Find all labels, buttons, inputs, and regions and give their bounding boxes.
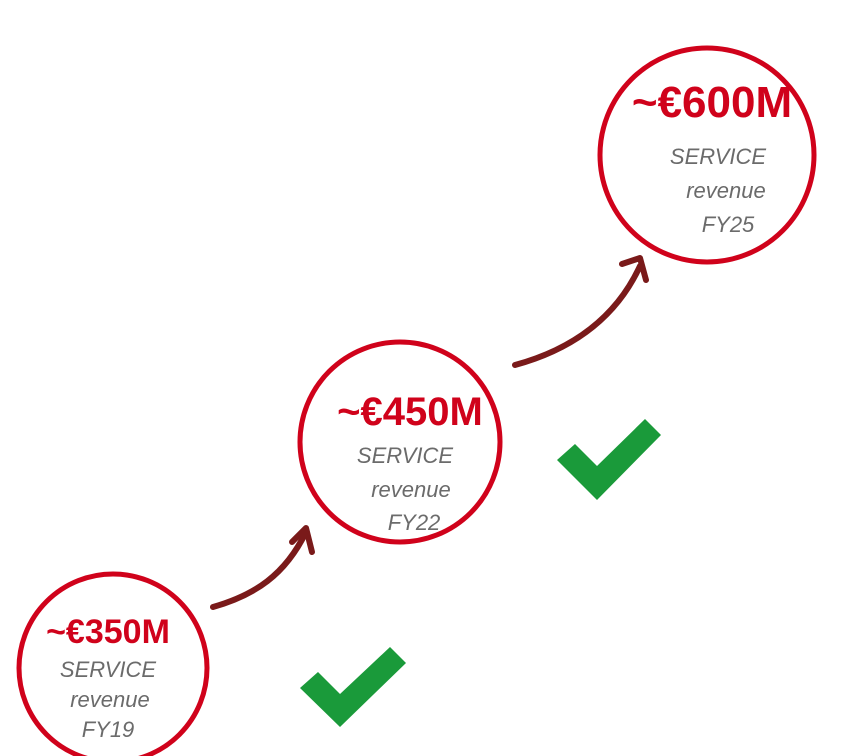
node-circle <box>16 571 210 756</box>
amount: ~€450M <box>337 390 483 434</box>
label-line: FY19 <box>82 717 135 742</box>
node-circle <box>597 45 817 265</box>
arrow <box>512 263 643 368</box>
arrow-head <box>289 525 315 555</box>
amount: ~€350M <box>46 613 170 651</box>
label-line: revenue <box>686 178 766 203</box>
label-line: revenue <box>70 687 150 712</box>
label-line: FY22 <box>388 510 441 535</box>
node-circle <box>297 339 503 545</box>
checkmark <box>557 419 661 500</box>
checkmark <box>300 647 406 727</box>
label-line: FY25 <box>702 212 755 237</box>
label-line: SERVICE <box>670 144 767 169</box>
label-line: SERVICE <box>357 443 454 468</box>
arrow-head <box>619 255 649 283</box>
amount: ~€600M <box>632 78 792 127</box>
label-line: revenue <box>371 477 451 502</box>
label-line: SERVICE <box>60 657 157 682</box>
arrow <box>210 529 309 610</box>
